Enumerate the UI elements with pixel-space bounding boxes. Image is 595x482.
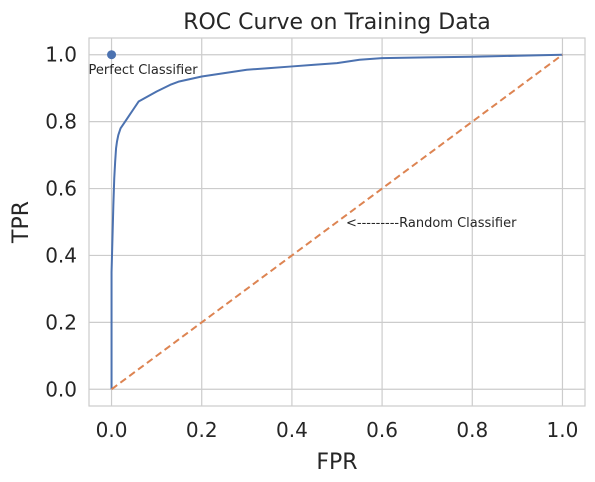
x-tick-labels: 0.0 0.2 0.4 0.6 0.8 1.0 [96, 418, 579, 442]
roc-curve-line [110, 53, 563, 390]
random-classifier-label: <---------Random Classifier [346, 216, 517, 231]
chart-title: ROC Curve on Training Data [183, 10, 491, 35]
grid-lines [89, 38, 585, 406]
series-lines [110, 53, 564, 391]
random-classifier-line [110, 53, 564, 391]
y-tick-label: 0.2 [45, 310, 77, 334]
perfect-classifier-label: Perfect Classifier [89, 63, 199, 78]
x-tick-label: 0.0 [96, 418, 128, 442]
y-tick-label: 0.6 [45, 177, 77, 201]
x-tick-label: 0.8 [456, 418, 488, 442]
y-tick-label: 1.0 [45, 43, 77, 67]
y-axis-label: TPR [9, 201, 34, 244]
y-tick-label: 0.0 [45, 377, 77, 401]
x-tick-label: 1.0 [547, 418, 579, 442]
x-axis-label: FPR [316, 450, 357, 475]
y-tick-label: 0.4 [45, 243, 77, 267]
y-tick-labels: 0.0 0.2 0.4 0.6 0.8 1.0 [45, 43, 77, 402]
x-tick-label: 0.4 [276, 418, 308, 442]
x-tick-label: 0.6 [366, 418, 398, 442]
marker-points [107, 50, 117, 60]
perfect-classifier-point [107, 50, 117, 60]
x-tick-label: 0.2 [186, 418, 218, 442]
y-tick-label: 0.8 [45, 110, 77, 134]
annotations: Perfect Classifier <---------Random Class… [89, 63, 518, 231]
